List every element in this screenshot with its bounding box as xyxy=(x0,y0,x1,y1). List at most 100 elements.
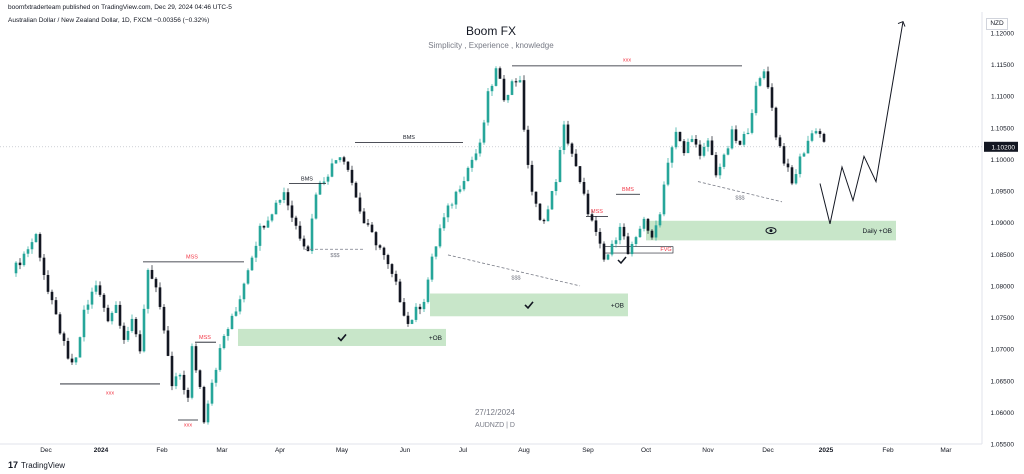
candle-body xyxy=(570,143,574,154)
y-tick-label: 1.11000 xyxy=(991,94,1014,101)
candle-body xyxy=(54,300,58,315)
candle-body xyxy=(42,257,46,275)
candle-body xyxy=(582,182,586,194)
candle-body xyxy=(702,146,706,156)
candle-body xyxy=(90,291,94,305)
mss-label: xxx xyxy=(184,422,193,428)
candle-body xyxy=(338,157,342,161)
y-tick-label: 1.08500 xyxy=(991,252,1015,259)
candle-body xyxy=(354,182,358,198)
candle-body xyxy=(750,113,754,133)
candle-body xyxy=(794,174,798,184)
candle-body xyxy=(334,160,338,164)
candle-body xyxy=(254,245,258,258)
candle-body xyxy=(46,274,50,292)
candle-body xyxy=(18,262,22,266)
symbol-info: Australian Dollar / New Zealand Dollar, … xyxy=(8,17,210,24)
candle-body xyxy=(150,269,154,279)
current-price-tag xyxy=(984,141,1018,152)
candle-body xyxy=(382,247,386,256)
candle-body xyxy=(710,140,714,155)
candle-body xyxy=(226,329,230,336)
liq-line xyxy=(447,254,581,287)
candle-body xyxy=(106,307,110,322)
candle-body xyxy=(114,304,118,313)
candle-body xyxy=(426,279,430,302)
check-icon xyxy=(337,333,347,342)
check-icon xyxy=(617,256,627,265)
mss-label: BMS xyxy=(622,187,634,193)
publisher-bar: boomfxtraderteam published on TradingVie… xyxy=(0,0,1024,12)
candle-body xyxy=(766,71,770,88)
candle-body xyxy=(770,87,774,108)
candle-body xyxy=(610,243,614,255)
zone-label: +OB xyxy=(611,302,624,309)
candle-body xyxy=(362,211,366,224)
candle-body xyxy=(734,129,738,141)
projection-line xyxy=(819,21,904,225)
candle-body xyxy=(66,340,70,359)
candle-body xyxy=(438,228,442,247)
candle-body xyxy=(714,154,718,176)
candle-body xyxy=(414,306,418,320)
candle-body xyxy=(642,218,646,229)
eye-icon-pupil xyxy=(769,229,773,233)
candle-body xyxy=(542,219,546,222)
candle-body xyxy=(778,137,782,147)
candle-body xyxy=(34,234,38,243)
candle-body xyxy=(270,214,274,221)
candle-body xyxy=(298,225,302,239)
candle-body xyxy=(590,214,594,221)
candle-body xyxy=(762,71,766,79)
candle-body xyxy=(222,335,226,349)
y-tick-label: 1.07500 xyxy=(991,315,1015,322)
x-tick-label: Aug xyxy=(518,447,530,454)
candle-body xyxy=(786,163,790,168)
annotations: MSS xxx MSS xxx BMS BMS $$$ $$$ xxx MSS BMS FVG $$$ xyxy=(60,57,783,428)
candle-body xyxy=(146,269,150,309)
x-tick-label: May xyxy=(336,447,349,454)
candle-body xyxy=(690,138,694,142)
candle-body xyxy=(70,358,74,363)
currency-label[interactable]: NZD xyxy=(986,18,1008,30)
tradingview-logo[interactable]: 17 TradingView xyxy=(8,460,65,470)
axes: 1.12000 1.11500 1.11000 1.10500 1.10000 1.095… xyxy=(0,12,1018,454)
candle-body xyxy=(614,240,618,244)
candle-body xyxy=(38,234,42,258)
candle-body xyxy=(202,386,206,423)
candle-body xyxy=(738,140,742,145)
candle-body xyxy=(474,153,478,160)
candle-body xyxy=(722,154,726,167)
candle-body xyxy=(502,78,506,101)
candle-body xyxy=(210,382,214,404)
candle-body xyxy=(490,85,494,92)
candle-body xyxy=(82,309,86,338)
candle-body xyxy=(30,242,34,250)
candle-body xyxy=(310,218,314,252)
candle-body xyxy=(706,140,710,147)
candle-body xyxy=(562,124,566,151)
candle-body xyxy=(662,184,666,215)
candle-body xyxy=(94,285,98,292)
candle-body xyxy=(194,346,198,371)
candle-body xyxy=(810,133,814,141)
candle-body xyxy=(366,223,370,225)
tradingview-logo-mark: 17 xyxy=(8,460,19,470)
mss-label: xxx xyxy=(106,391,115,397)
candle-body xyxy=(14,262,18,274)
candle-body xyxy=(214,369,218,383)
candle-body xyxy=(586,193,590,215)
candle-body xyxy=(166,330,170,356)
candle-body xyxy=(498,68,502,79)
candle-body xyxy=(434,246,438,257)
watermark-symbol: AUDNZD | D xyxy=(475,422,515,429)
candle-body xyxy=(818,131,822,134)
candle-body xyxy=(486,91,490,123)
candle-body xyxy=(342,157,346,162)
candle-body xyxy=(802,153,806,157)
x-tick-label: Dec xyxy=(40,447,52,454)
eye-icon xyxy=(765,227,777,235)
candle-body xyxy=(606,254,610,260)
y-tick-label: 1.05500 xyxy=(991,442,1015,449)
